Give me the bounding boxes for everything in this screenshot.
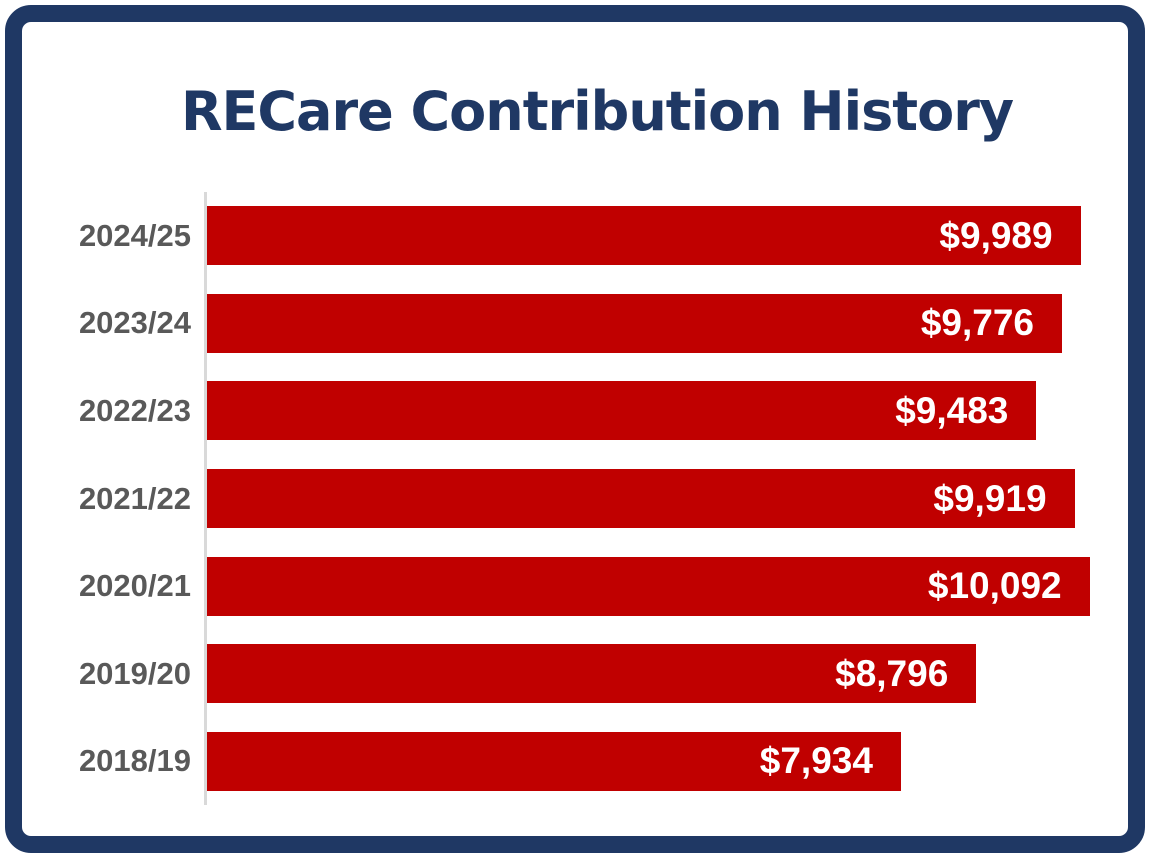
value-label: $8,796	[835, 652, 949, 694]
bar-track: $9,483	[204, 367, 1150, 455]
category-label: 2022/23	[78, 392, 191, 428]
bar-row: 2020/21 $10,092	[64, 542, 1150, 630]
value-label: $9,776	[920, 302, 1035, 344]
value-label: $9,483	[895, 389, 1009, 431]
category-label: 2023/24	[78, 305, 191, 341]
value-bar: $8,796	[207, 644, 977, 704]
value-bar: $10,092	[207, 556, 1090, 616]
bar-chart: 2024/25 $9,989 2023/24 $9,776 2022/23 $9…	[64, 192, 1150, 806]
category-label: 2021/22	[78, 480, 191, 516]
category-label: 2018/19	[78, 743, 191, 779]
category-label: 2024/25	[78, 217, 191, 253]
bar-row: 2023/24 $9,776	[64, 279, 1150, 368]
chart-title: RECare Contribution History	[180, 80, 1014, 143]
bar-row: 2022/23 $9,483	[64, 367, 1150, 455]
bar-track: $9,776	[204, 279, 1150, 368]
bar-track: $7,934	[204, 717, 1150, 806]
bar-row: 2018/19 $7,934	[64, 717, 1150, 806]
bar-track: $8,796	[204, 629, 1150, 718]
value-bar: $9,776	[207, 293, 1063, 353]
value-bar: $7,934	[207, 731, 901, 791]
value-label: $10,092	[927, 565, 1062, 607]
bar-row: 2021/22 $9,919	[64, 454, 1150, 543]
bar-track: $9,989	[204, 192, 1150, 280]
value-bar: $9,919	[207, 469, 1075, 529]
page-border: RECare Contribution History 2024/25 $9,9…	[5, 5, 1145, 853]
category-label: 2019/20	[78, 655, 191, 691]
bar-track: $9,919	[204, 454, 1150, 543]
bar-row: 2019/20 $8,796	[64, 629, 1150, 718]
bar-track: $10,092	[204, 542, 1150, 630]
value-label: $9,919	[933, 477, 1047, 519]
value-bar: $9,483	[207, 381, 1037, 441]
bar-row: 2024/25 $9,989	[64, 192, 1150, 280]
category-label: 2020/21	[78, 568, 191, 604]
value-label: $7,934	[759, 740, 873, 782]
value-bar: $9,989	[207, 206, 1081, 266]
value-label: $9,989	[939, 214, 1053, 256]
